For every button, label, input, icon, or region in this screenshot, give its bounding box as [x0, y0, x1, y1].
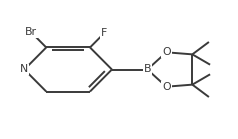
Text: N: N — [20, 64, 29, 75]
Text: B: B — [144, 64, 151, 75]
Text: O: O — [162, 82, 171, 92]
Text: Br: Br — [25, 27, 37, 37]
Text: F: F — [101, 28, 107, 38]
Text: O: O — [162, 47, 171, 57]
